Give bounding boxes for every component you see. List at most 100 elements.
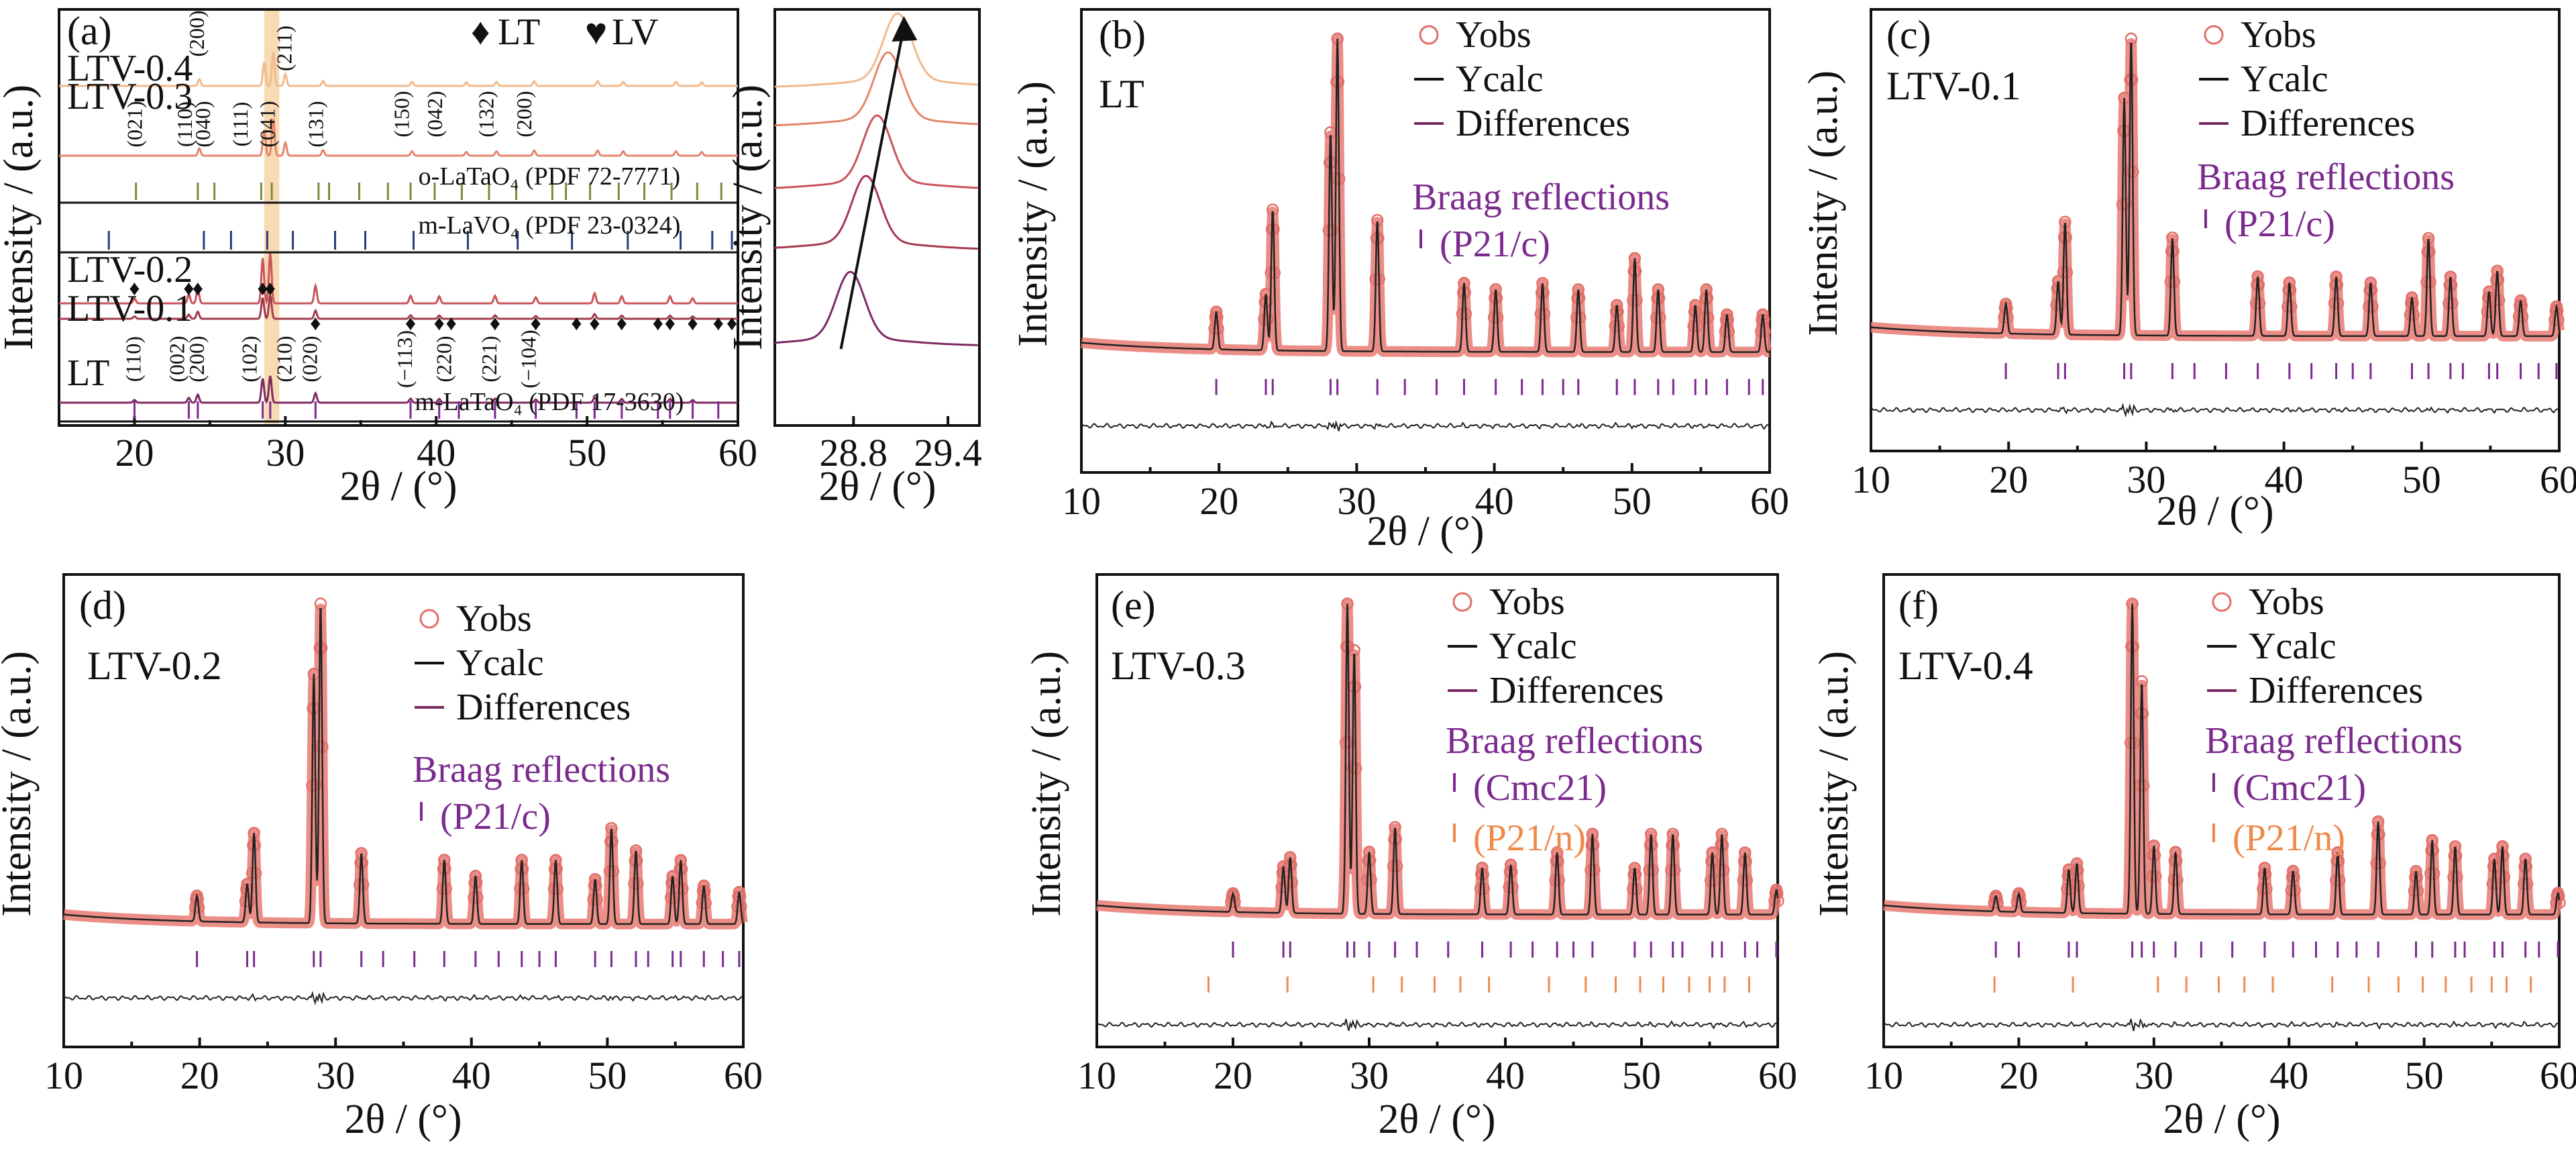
pattern-lt (59, 375, 738, 404)
y-axis-label: Intensity / (a.u.) (1024, 651, 1069, 917)
reference-label: m-LaTaO₄ (PDF 17-3630) (415, 388, 684, 416)
pattern-ltv-0.4 (59, 52, 738, 87)
pattern-ltv-0.3 (59, 118, 738, 157)
x-tick-label: 40 (2269, 1054, 2308, 1097)
yobs-point (733, 886, 746, 899)
x-tick-label: 10 (1077, 1054, 1116, 1097)
miller-index-upper: (042) (423, 91, 447, 137)
reflections-title: Braag reflections (1446, 720, 1703, 762)
inset-x-tick-label: 28.8 (820, 431, 888, 474)
x-tick-label: 50 (2405, 1054, 2444, 1097)
miller-index-upper: (041) (256, 101, 280, 147)
x-tick-label: 20 (180, 1054, 219, 1097)
legend-phase-label: (P21/c) (1440, 223, 1550, 265)
lt-marker: ♦ (530, 311, 541, 335)
x-tick-label: 10 (44, 1054, 83, 1097)
lt-marker: ♦ (265, 276, 276, 300)
miller-index-upper: (040) (191, 101, 215, 147)
x-tick-label: 20 (1214, 1054, 1252, 1097)
miller-index-lower: (020) (298, 336, 322, 382)
x-tick-label: 50 (588, 1054, 627, 1097)
pattern-label: LTV-0.3 (67, 76, 193, 117)
panel-a-xlabel: 2θ / (°) (339, 464, 457, 509)
difference-curve (63, 991, 743, 1006)
panel-a-label: (a) (67, 9, 112, 53)
inset-ylabel: Intensity / (a.u.) (725, 85, 771, 350)
x-tick-label: 40 (2265, 458, 2304, 501)
legend-ycalc-label: Ycalc (1456, 58, 1544, 100)
lt-marker: ♦ (257, 276, 268, 300)
x-tick-label: 20 (115, 431, 154, 474)
pattern-label: LTV-0.4 (67, 48, 193, 89)
inset-x-tick-label: 29.4 (914, 431, 982, 474)
miller-index-lower: (220) (432, 336, 456, 382)
lt-marker: ♦ (434, 311, 445, 335)
x-tick-label: 40 (417, 431, 455, 474)
miller-index-lower: (221) (477, 336, 501, 382)
miller-index-upper: (111) (228, 102, 252, 147)
panel-label: (d) (79, 583, 126, 627)
x-tick-label: 60 (2540, 458, 2576, 501)
legend-diff-label: Differences (1489, 670, 1664, 711)
legend-yobs-label: Yobs (2249, 581, 2324, 623)
y-axis-label: Intensity / (a.u.) (1801, 70, 1846, 336)
x-tick-label: 30 (266, 431, 305, 474)
y-axis-label: Intensity / (a.u.) (0, 651, 40, 917)
miller-index-upper: (211) (272, 26, 296, 71)
legend-yobs-marker (1419, 25, 1439, 45)
panel-label: (f) (1898, 583, 1939, 627)
legend-phase-label: (P21/c) (2224, 203, 2335, 245)
sample-label: LTV-0.2 (87, 644, 222, 688)
ycalc-line (1871, 42, 2561, 338)
highlight-band (264, 11, 280, 424)
lt-marker: ♦ (713, 311, 724, 335)
lt-marker: ♦ (687, 311, 698, 335)
x-tick-label: 50 (2402, 458, 2441, 501)
legend-phase-label: (P21/n) (2233, 817, 2345, 859)
legend-diff-label: Differences (456, 687, 631, 728)
pattern-label: LTV-0.2 (67, 249, 193, 291)
sample-label: LTV-0.4 (1898, 644, 2033, 688)
panel-b: (b) LT 10 20 30 40 50 60 2θ / (°) Intensity / (a.… (1010, 8, 1789, 554)
shift-arrow-head (892, 16, 918, 42)
inset-peak-curve (774, 114, 978, 189)
lt-marker: ♦ (616, 311, 627, 335)
inset-peak-curve (774, 51, 978, 127)
miller-index-lower: (110) (121, 336, 145, 382)
x-tick-label: 60 (724, 1054, 763, 1097)
lt-marker: ♦ (727, 311, 737, 335)
ycalc-line (63, 607, 745, 925)
pattern-label: LTV-0.1 (67, 288, 193, 330)
sample-label: LTV-0.3 (1111, 644, 1246, 688)
y-axis-label: Intensity / (a.u.) (1010, 81, 1056, 347)
legend-yobs-marker (2204, 25, 2224, 45)
inset-plot: 28.8 29.4 (774, 12, 982, 474)
lt-marker: ♦ (310, 311, 321, 335)
sample-label: LT (1099, 72, 1144, 116)
yobs-point (2514, 294, 2527, 307)
ycalc-line (1883, 603, 2561, 916)
lt-marker: ♦ (589, 311, 600, 335)
reflections-title: Braag reflections (2197, 156, 2455, 198)
legend-yobs-label: Yobs (1489, 581, 1565, 623)
miller-index-upper: (200) (184, 10, 209, 56)
reference-label: m-LaVO₄ (PDF 23-0324) (418, 211, 680, 240)
difference-curve (1096, 1019, 1777, 1032)
miller-index-lower: (−113) (392, 330, 417, 388)
miller-index-lower: (−104) (517, 330, 541, 388)
miller-index-lower: (102) (237, 336, 262, 382)
lt-marker: ♦ (665, 311, 676, 335)
panel-a-frame (58, 8, 739, 427)
legend-ycalc-label: Ycalc (2241, 58, 2328, 100)
legend-yobs-marker (1452, 592, 1472, 612)
x-tick-label: 50 (1613, 479, 1652, 523)
inset-peak-curve (774, 174, 978, 250)
inset-xlabel: 2θ / (°) (818, 464, 936, 509)
yobs-point (1756, 308, 1769, 321)
lt-marker: ♦ (653, 311, 663, 335)
rietveld-panels: (b) LT 10 20 30 40 50 60 2θ / (°) Intensity / (a.… (0, 8, 2576, 1142)
yobs-point (1991, 897, 2004, 909)
panel-label: (c) (1886, 13, 1931, 57)
legend-phase-label: (P21/c) (440, 796, 551, 838)
